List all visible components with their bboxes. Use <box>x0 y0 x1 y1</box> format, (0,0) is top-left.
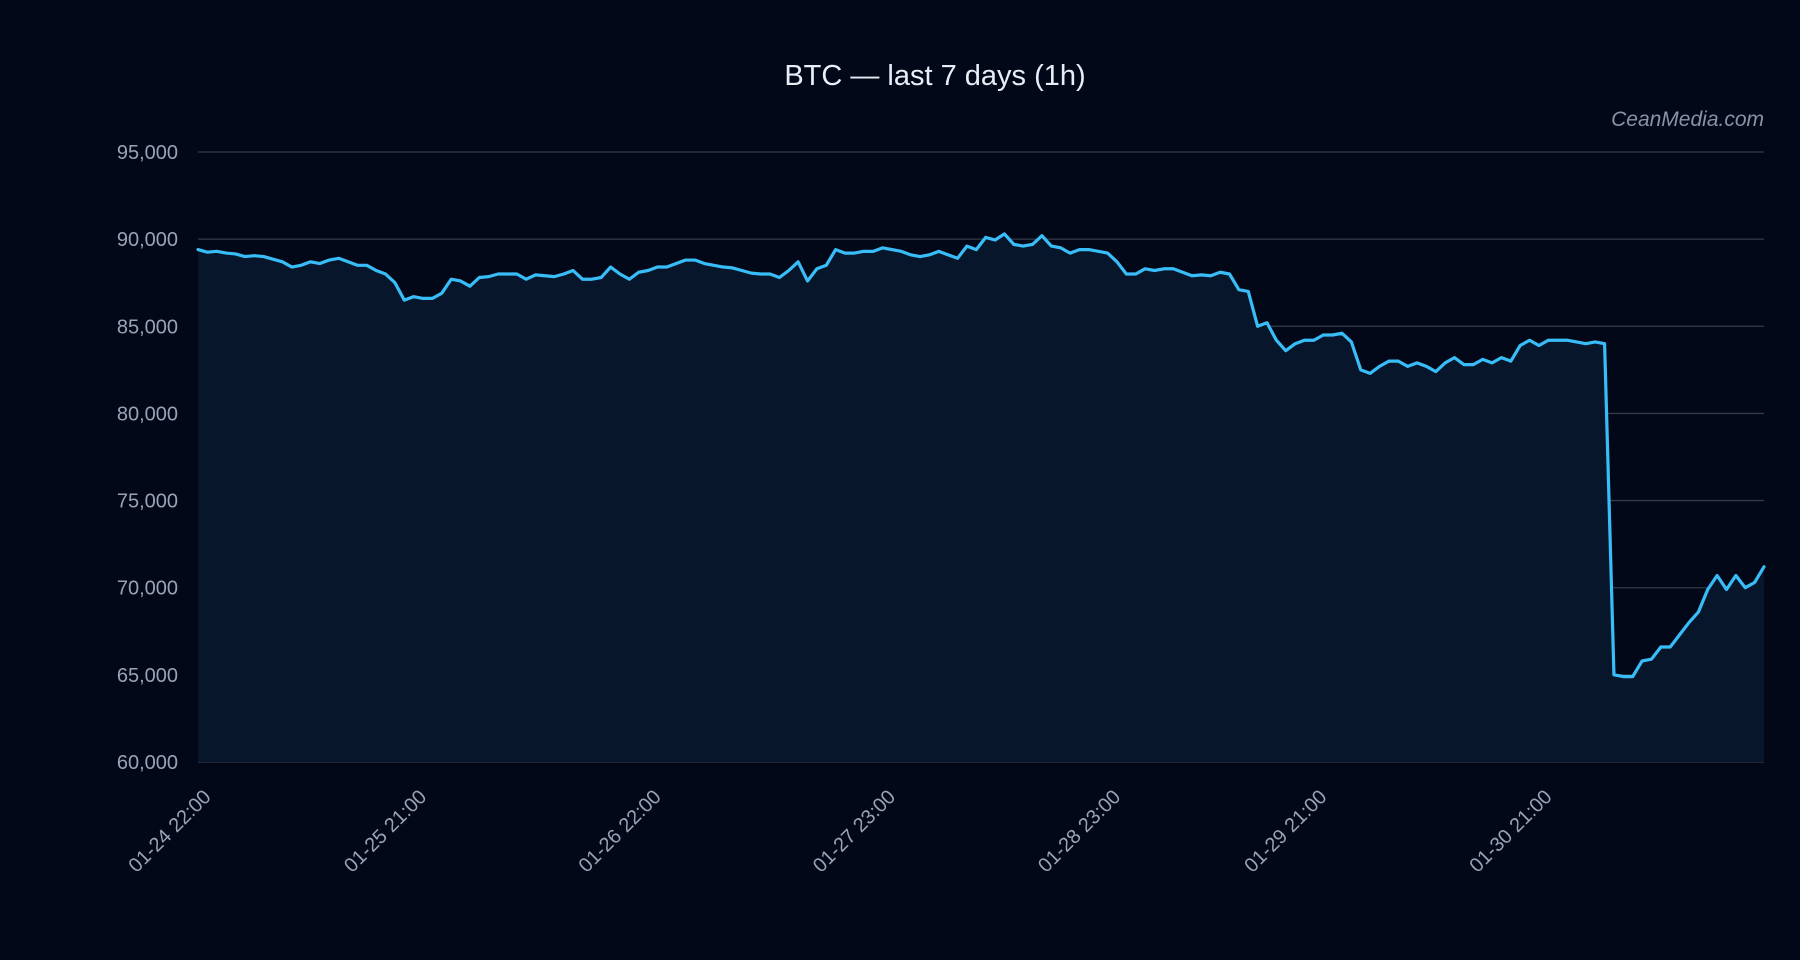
x-tick-label: 01-25 21:00 <box>340 786 431 877</box>
x-tick-label: 01-26 22:00 <box>575 786 666 877</box>
price-series-line <box>196 232 1766 679</box>
watermark-text: CeanMedia.com <box>1611 108 1764 131</box>
x-tick-label: 01-29 21:00 <box>1240 786 1331 877</box>
x-tick-label: 01-30 21:00 <box>1465 786 1556 877</box>
y-tick-label: 90,000 <box>117 229 178 251</box>
y-tick-label: 60,000 <box>117 752 178 774</box>
x-tick-label: 01-28 23:00 <box>1034 786 1125 877</box>
y-tick-label: 75,000 <box>117 491 178 513</box>
chart-title: BTC — last 7 days (1h) <box>784 60 1085 92</box>
y-tick-label: 80,000 <box>117 403 178 425</box>
y-tick-label: 95,000 <box>117 142 178 164</box>
y-tick-label: 65,000 <box>117 665 178 687</box>
y-tick-label: 70,000 <box>117 578 178 600</box>
price-area-fill <box>198 233 1764 762</box>
x-tick-label: 01-27 23:00 <box>809 786 900 877</box>
y-tick-label: 85,000 <box>117 316 178 338</box>
x-axis-tick-labels: 01-24 22:00 01-25 21:00 01-26 22:00 01-27 2… <box>124 786 1556 877</box>
y-axis-tick-labels: 95,000 90,000 85,000 80,000 75,000 70,000 65,0… <box>117 142 178 774</box>
x-tick-label: 01-24 22:00 <box>124 786 215 877</box>
